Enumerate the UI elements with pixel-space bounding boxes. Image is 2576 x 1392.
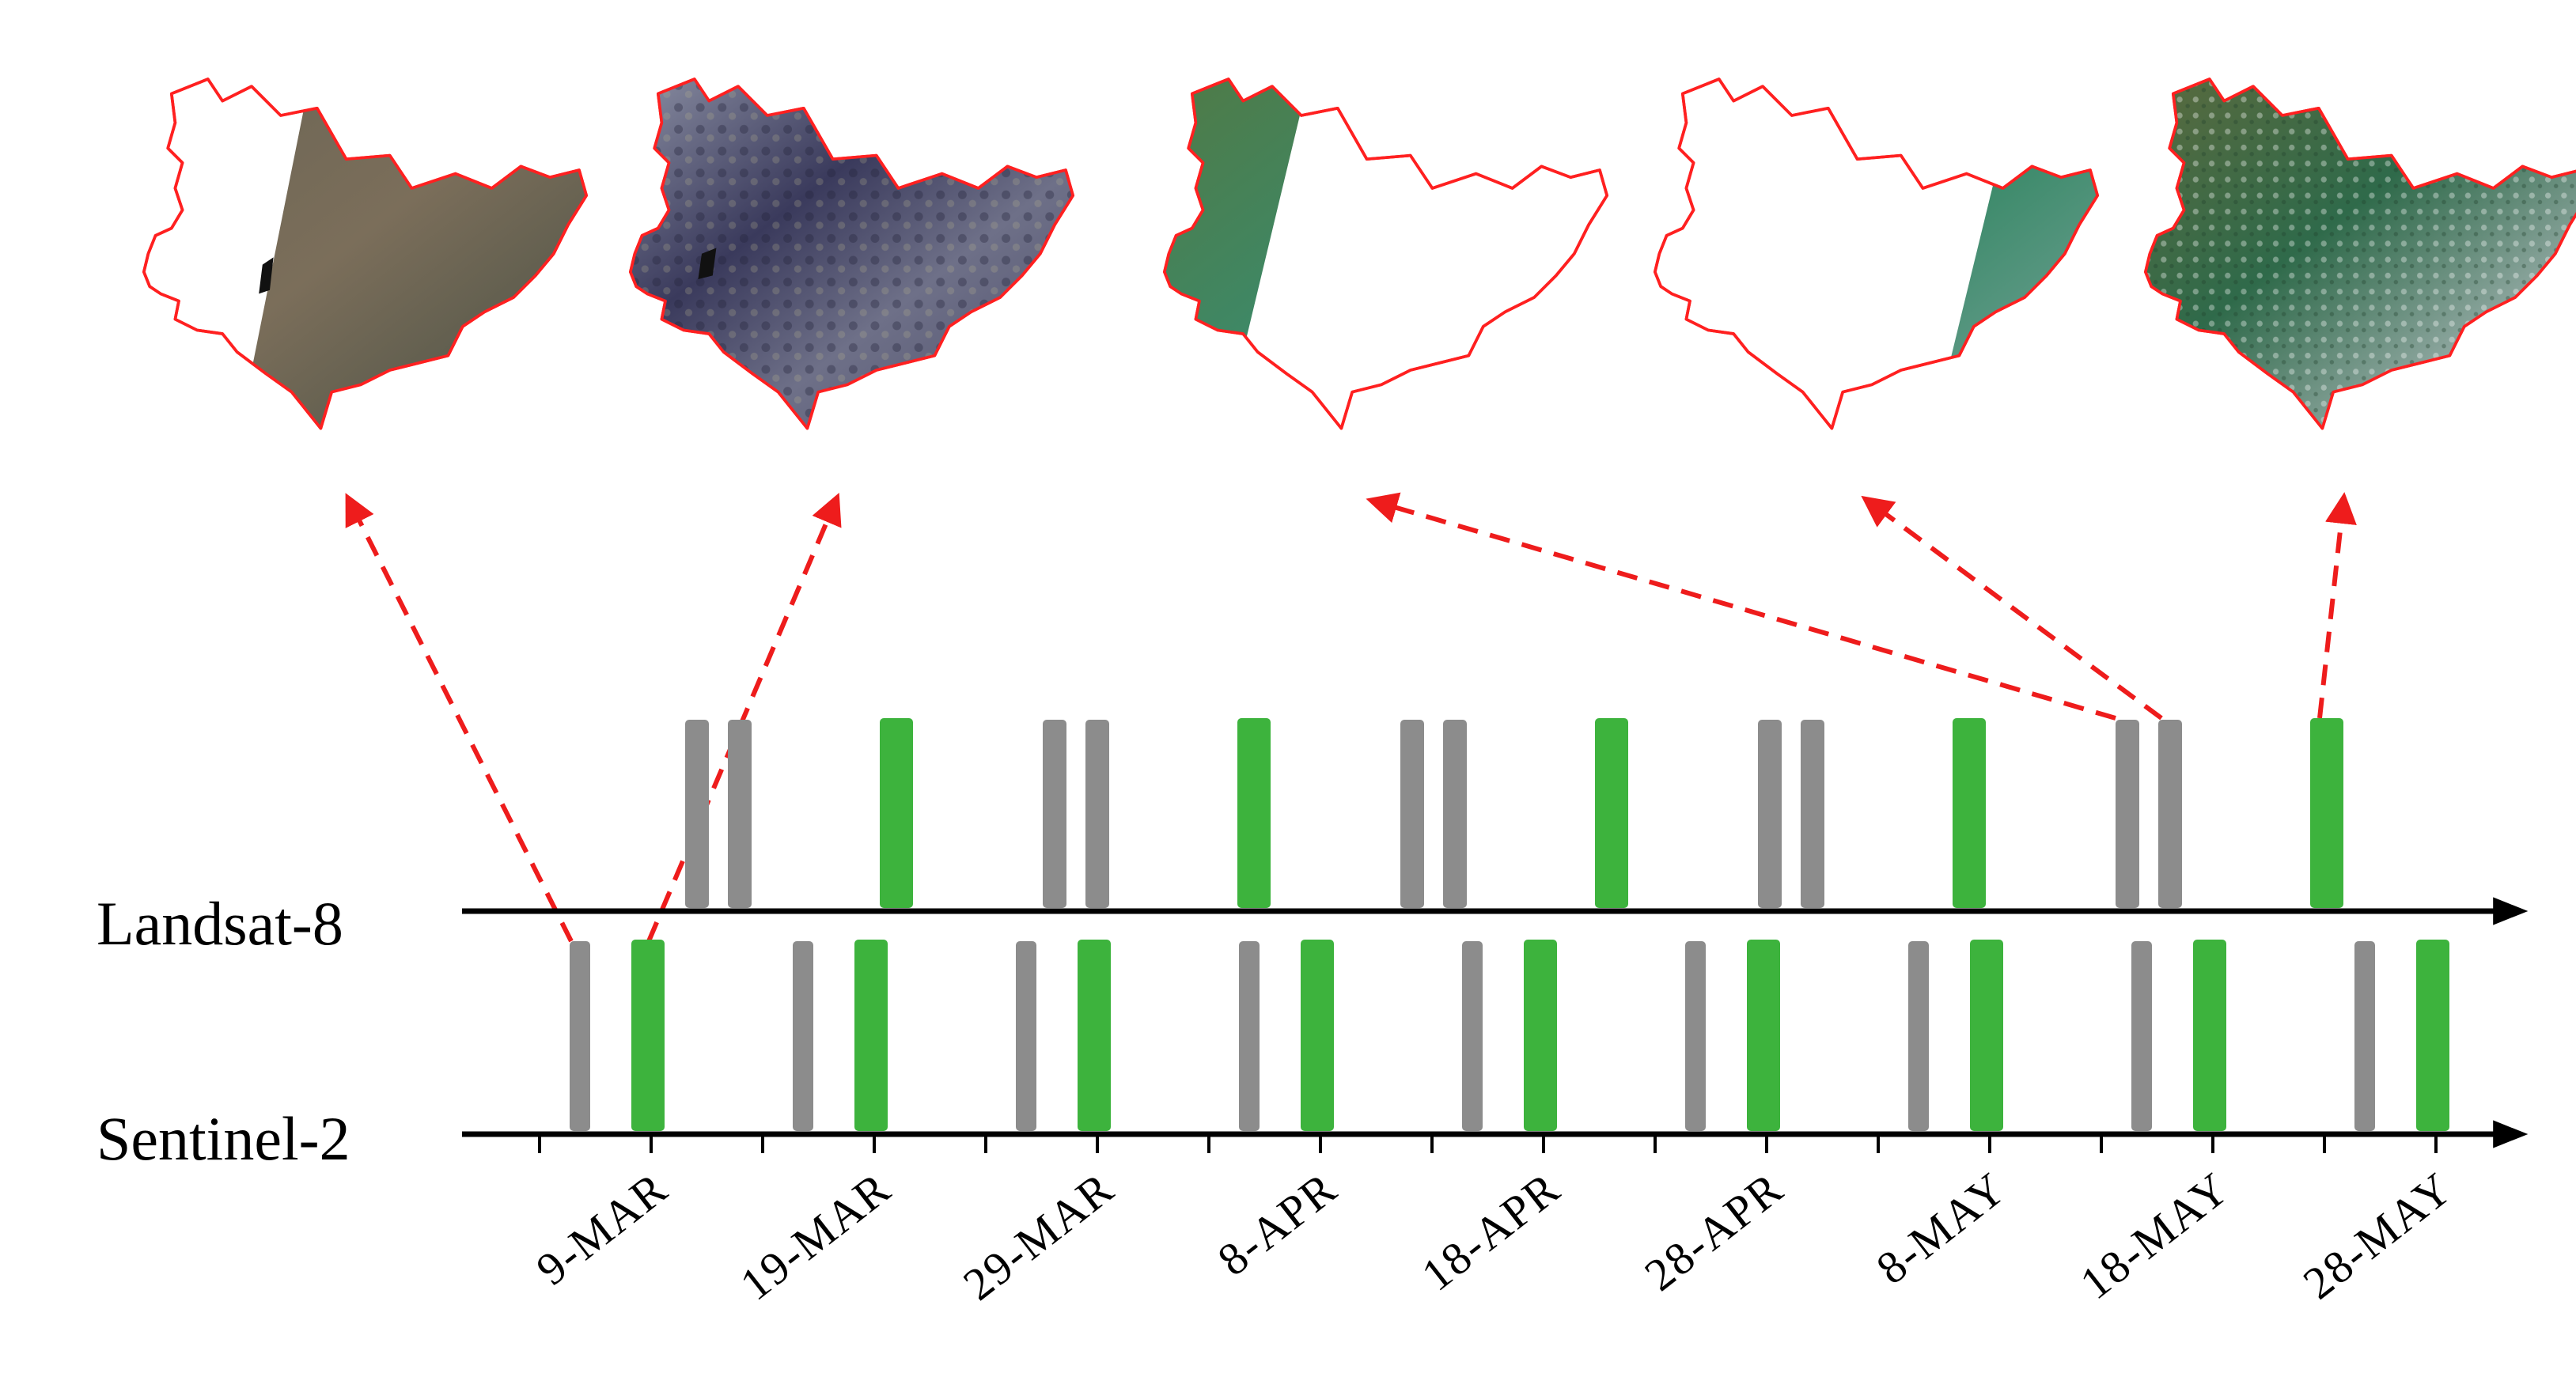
landsat-bar-green: [1953, 718, 1986, 908]
thumbnail-4: [1654, 78, 2100, 430]
date-label: 29-MAR: [953, 1162, 1123, 1311]
thumbnail-2: [629, 78, 1075, 430]
sensor-label-landsat: Landsat-8: [97, 889, 343, 958]
sentinel-bar-grey: [793, 941, 813, 1131]
arrow-3: [1366, 492, 2116, 721]
date-label: 18-APR: [1412, 1162, 1570, 1301]
sentinel-bar-grey: [2354, 941, 2375, 1131]
landsat-bar-green: [2310, 718, 2343, 908]
arrow-1: [345, 493, 574, 943]
date-label: 8-MAY: [1867, 1162, 2016, 1294]
date-label: 28-MAY: [2294, 1162, 2462, 1309]
landsat-bar-green: [1237, 718, 1271, 908]
landsat-bar-grey: [1443, 720, 1467, 908]
sentinel-bar-green: [1970, 940, 2003, 1131]
thumbnail-3: [1162, 78, 1609, 430]
sentinel-bar-grey: [570, 941, 590, 1131]
landsat-bar-grey: [2158, 720, 2182, 908]
arrow-4: [1861, 495, 2163, 721]
sentinel-bar-green: [2193, 940, 2226, 1131]
sentinel-bar-green: [1301, 940, 1334, 1131]
sentinel-bar-green: [854, 940, 888, 1131]
landsat-bar-grey: [1801, 720, 1824, 908]
sentinel-bar-grey: [1239, 941, 1260, 1131]
thumbnail-1: [142, 78, 589, 430]
sentinel-bar-grey: [1016, 941, 1036, 1131]
landsat-bar-grey: [1758, 720, 1782, 908]
landsat-bar-green: [1595, 718, 1628, 908]
timeline-axes: [462, 897, 2529, 1148]
sentinel-bar-green: [1078, 940, 1111, 1131]
thumbnail-5: [2144, 78, 2576, 430]
landsat-bar-grey: [1400, 720, 1424, 908]
sentinel-bar-grey: [1685, 941, 1706, 1131]
landsat-bar-grey: [1085, 720, 1109, 908]
sentinel-bar-grey: [1908, 941, 1929, 1131]
thumbnail-row: [142, 78, 2576, 430]
sentinel-bar-green: [2416, 940, 2449, 1131]
date-label: 28-APR: [1635, 1162, 1793, 1301]
date-label: 18-MAY: [2070, 1162, 2239, 1309]
landsat-bar-green: [880, 718, 913, 908]
sentinel-bar-green: [1524, 940, 1557, 1131]
sentinel-bar-green: [1747, 940, 1780, 1131]
date-label: 9-MAR: [527, 1162, 677, 1295]
landsat-bar-grey: [1043, 720, 1066, 908]
landsat-bar-grey: [685, 720, 709, 908]
sentinel-bar-green: [631, 940, 665, 1131]
arrow-5: [2317, 492, 2357, 719]
date-label: 8-APR: [1208, 1162, 1347, 1286]
landsat-bar-grey: [728, 720, 752, 908]
sentinel-bar-grey: [1462, 941, 1483, 1131]
landsat-bar-grey: [2116, 720, 2139, 908]
date-label: 19-MAR: [730, 1162, 900, 1311]
date-ticks: [538, 1136, 2438, 1153]
acquisition-bars: [570, 718, 2449, 1131]
date-labels: 9-MAR 19-MAR 29-MAR 8-APR 18-APR 28-APR 8-MAY 1…: [527, 1162, 2462, 1311]
link-arrows: [345, 492, 2357, 943]
sentinel-bar-grey: [2131, 941, 2152, 1131]
sensor-label-sentinel: Sentinel-2: [97, 1104, 350, 1173]
